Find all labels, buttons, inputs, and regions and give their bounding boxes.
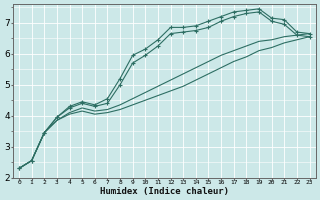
X-axis label: Humidex (Indice chaleur): Humidex (Indice chaleur) (100, 187, 229, 196)
